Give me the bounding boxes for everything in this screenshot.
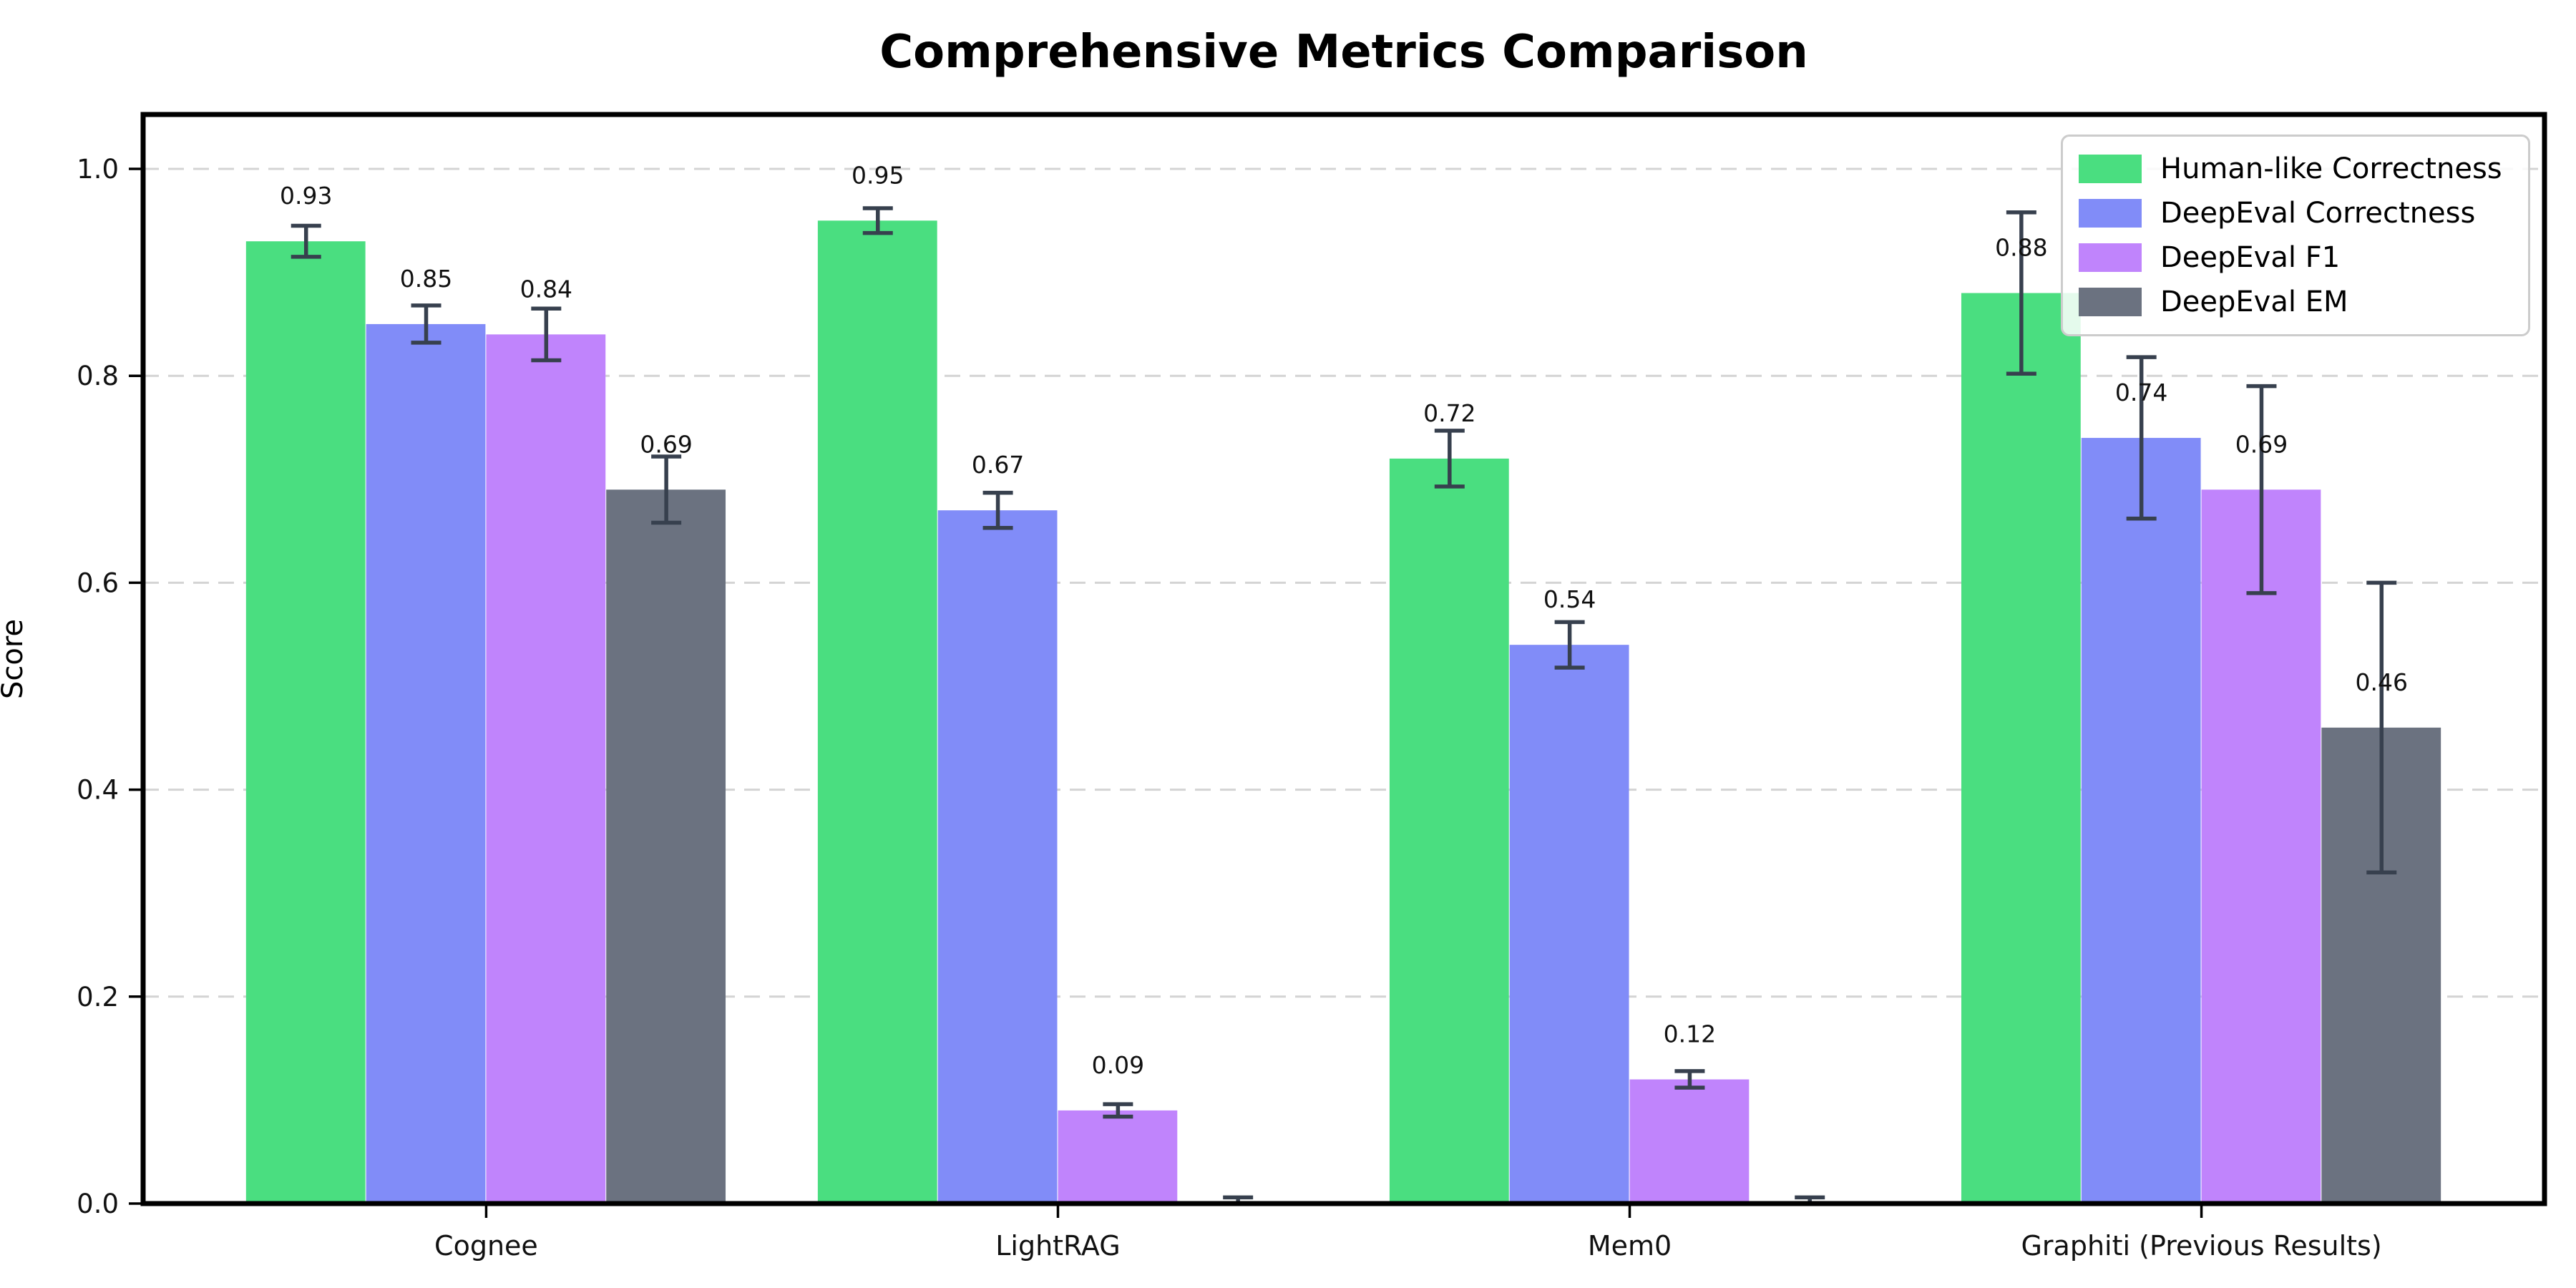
bar-human-like-correctness-3 [1961,293,2081,1204]
bar-value-label: 0.09 [1092,1051,1144,1079]
x-tick-label: Mem0 [1588,1230,1672,1262]
y-tick-label: 0.0 [77,1189,119,1219]
chart-title: Comprehensive Metrics Comparison [879,26,1808,79]
bar-deepeval-correctness-0 [366,323,486,1204]
bar-human-like-correctness-1 [817,220,937,1204]
legend-swatch-icon [2079,288,2142,316]
bar-value-label: 0.69 [2235,430,2288,458]
bar-value-label: 0.84 [520,275,572,303]
bar-deepeval-f1-2 [1629,1079,1750,1204]
legend: Human-like Correctness DeepEval Correctne… [2061,135,2530,336]
y-tick-label: 0.6 [77,567,119,598]
bar-deepeval-em-0 [606,489,726,1204]
bar-value-label: 0.12 [1664,1020,1716,1048]
bar-value-label: 0.95 [852,161,904,189]
x-tick-label: Graphiti (Previous Results) [2021,1230,2381,1262]
y-tick-label: 1.0 [77,154,119,185]
y-tick-label: 0.4 [77,775,119,806]
bar-human-like-correctness-2 [1389,458,1509,1204]
y-tick-label: 0.8 [77,361,119,391]
legend-item: Human-like Correctness [2079,147,2512,191]
legend-swatch-icon [2079,199,2142,228]
bar-value-label: 0.69 [640,430,692,458]
bar-deepeval-f1-0 [486,334,606,1204]
legend-swatch-icon [2079,155,2142,183]
bar-deepeval-correctness-1 [937,510,1058,1204]
bar-deepeval-f1-3 [2201,489,2321,1204]
bar-value-label: 0.88 [1995,234,2047,262]
bar-value-label: 0.54 [1543,585,1596,613]
legend-item: DeepEval EM [2079,280,2512,324]
bar-value-label: 0.85 [400,265,452,293]
bar-value-label: 0.67 [972,451,1024,479]
legend-label: DeepEval Correctness [2160,197,2476,230]
x-tick-label: LightRAG [995,1230,1120,1262]
bar-value-label: 0.74 [2115,379,2167,406]
legend-label: Human-like Correctness [2160,152,2502,185]
legend-item: DeepEval F1 [2079,235,2512,280]
legend-swatch-icon [2079,243,2142,272]
bar-deepeval-f1-1 [1058,1110,1178,1204]
bar-deepeval-correctness-2 [1509,645,1629,1204]
y-tick-label: 0.2 [77,982,119,1013]
legend-label: DeepEval F1 [2160,241,2341,274]
legend-item: DeepEval Correctness [2079,191,2512,235]
bar-value-label: 0.46 [2356,668,2408,696]
axes-box [140,112,2547,1206]
bar-human-like-correctness-0 [245,241,366,1204]
legend-label: DeepEval EM [2160,286,2348,318]
bar-deepeval-correctness-3 [2081,437,2201,1204]
bar-value-label: 0.93 [280,182,332,210]
x-tick-label: Cognee [434,1230,538,1262]
bar-value-label: 0.72 [1423,399,1475,427]
